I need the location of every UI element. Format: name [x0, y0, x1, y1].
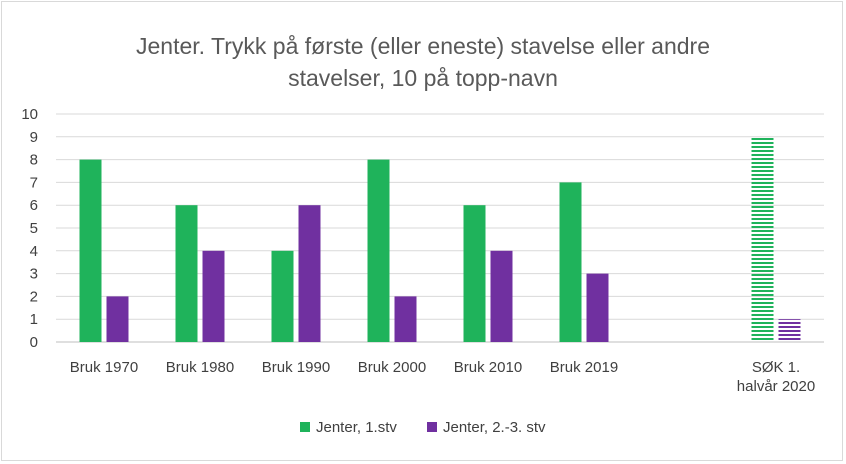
x-tick-label: halvår 2020	[737, 378, 815, 395]
y-axis: 0 1 2 3 4 5 6 7 8 9 10	[21, 106, 38, 351]
bar	[79, 159, 102, 342]
bar	[559, 182, 582, 342]
legend-label: Jenter, 1.stv	[316, 419, 397, 436]
chart-title-line-2: stavelser, 10 på topp-navn	[288, 65, 558, 91]
legend-label: Jenter, 2.-3. stv	[443, 419, 546, 436]
bar	[586, 273, 609, 342]
gridlines	[56, 113, 824, 343]
legend-swatch	[300, 422, 310, 432]
bar	[463, 205, 486, 342]
x-tick-label: Bruk 1990	[262, 359, 330, 376]
x-tick-label: Bruk 2010	[454, 359, 522, 376]
x-tick-label: SØK 1.	[752, 359, 800, 376]
bar	[106, 296, 129, 342]
x-tick-label: Bruk 2019	[550, 359, 618, 376]
x-tick-label: Bruk 1980	[166, 359, 234, 376]
x-tick-label: Bruk 2000	[358, 359, 426, 376]
y-tick-label: 1	[30, 311, 38, 328]
bar	[175, 205, 198, 342]
bar	[751, 136, 774, 342]
bar	[367, 159, 390, 342]
bar	[271, 250, 294, 342]
legend-swatch	[427, 422, 437, 432]
y-tick-label: 8	[30, 152, 38, 169]
bar	[202, 250, 225, 342]
legend: Jenter, 1.stv Jenter, 2.-3. stv	[300, 419, 546, 436]
bars	[79, 136, 801, 342]
bar	[490, 250, 513, 342]
x-tick-label: Bruk 1970	[70, 359, 138, 376]
chart-title-line-1: Jenter. Trykk på første (eller eneste) s…	[136, 33, 710, 59]
bar	[394, 296, 417, 342]
y-tick-label: 6	[30, 197, 38, 214]
chart-title: Jenter. Trykk på første (eller eneste) s…	[136, 33, 710, 91]
y-tick-label: 9	[30, 129, 38, 146]
y-tick-label: 0	[30, 334, 38, 351]
y-tick-label: 5	[30, 220, 38, 237]
y-tick-label: 4	[30, 243, 38, 260]
y-tick-label: 7	[30, 174, 38, 191]
x-axis: Bruk 1970 Bruk 1980 Bruk 1990 Bruk 2000 Bruk…	[70, 359, 815, 395]
y-tick-label: 2	[30, 288, 38, 305]
bar	[298, 205, 321, 342]
y-tick-label: 3	[30, 266, 38, 283]
bar	[778, 319, 801, 342]
y-tick-label: 10	[21, 106, 38, 123]
